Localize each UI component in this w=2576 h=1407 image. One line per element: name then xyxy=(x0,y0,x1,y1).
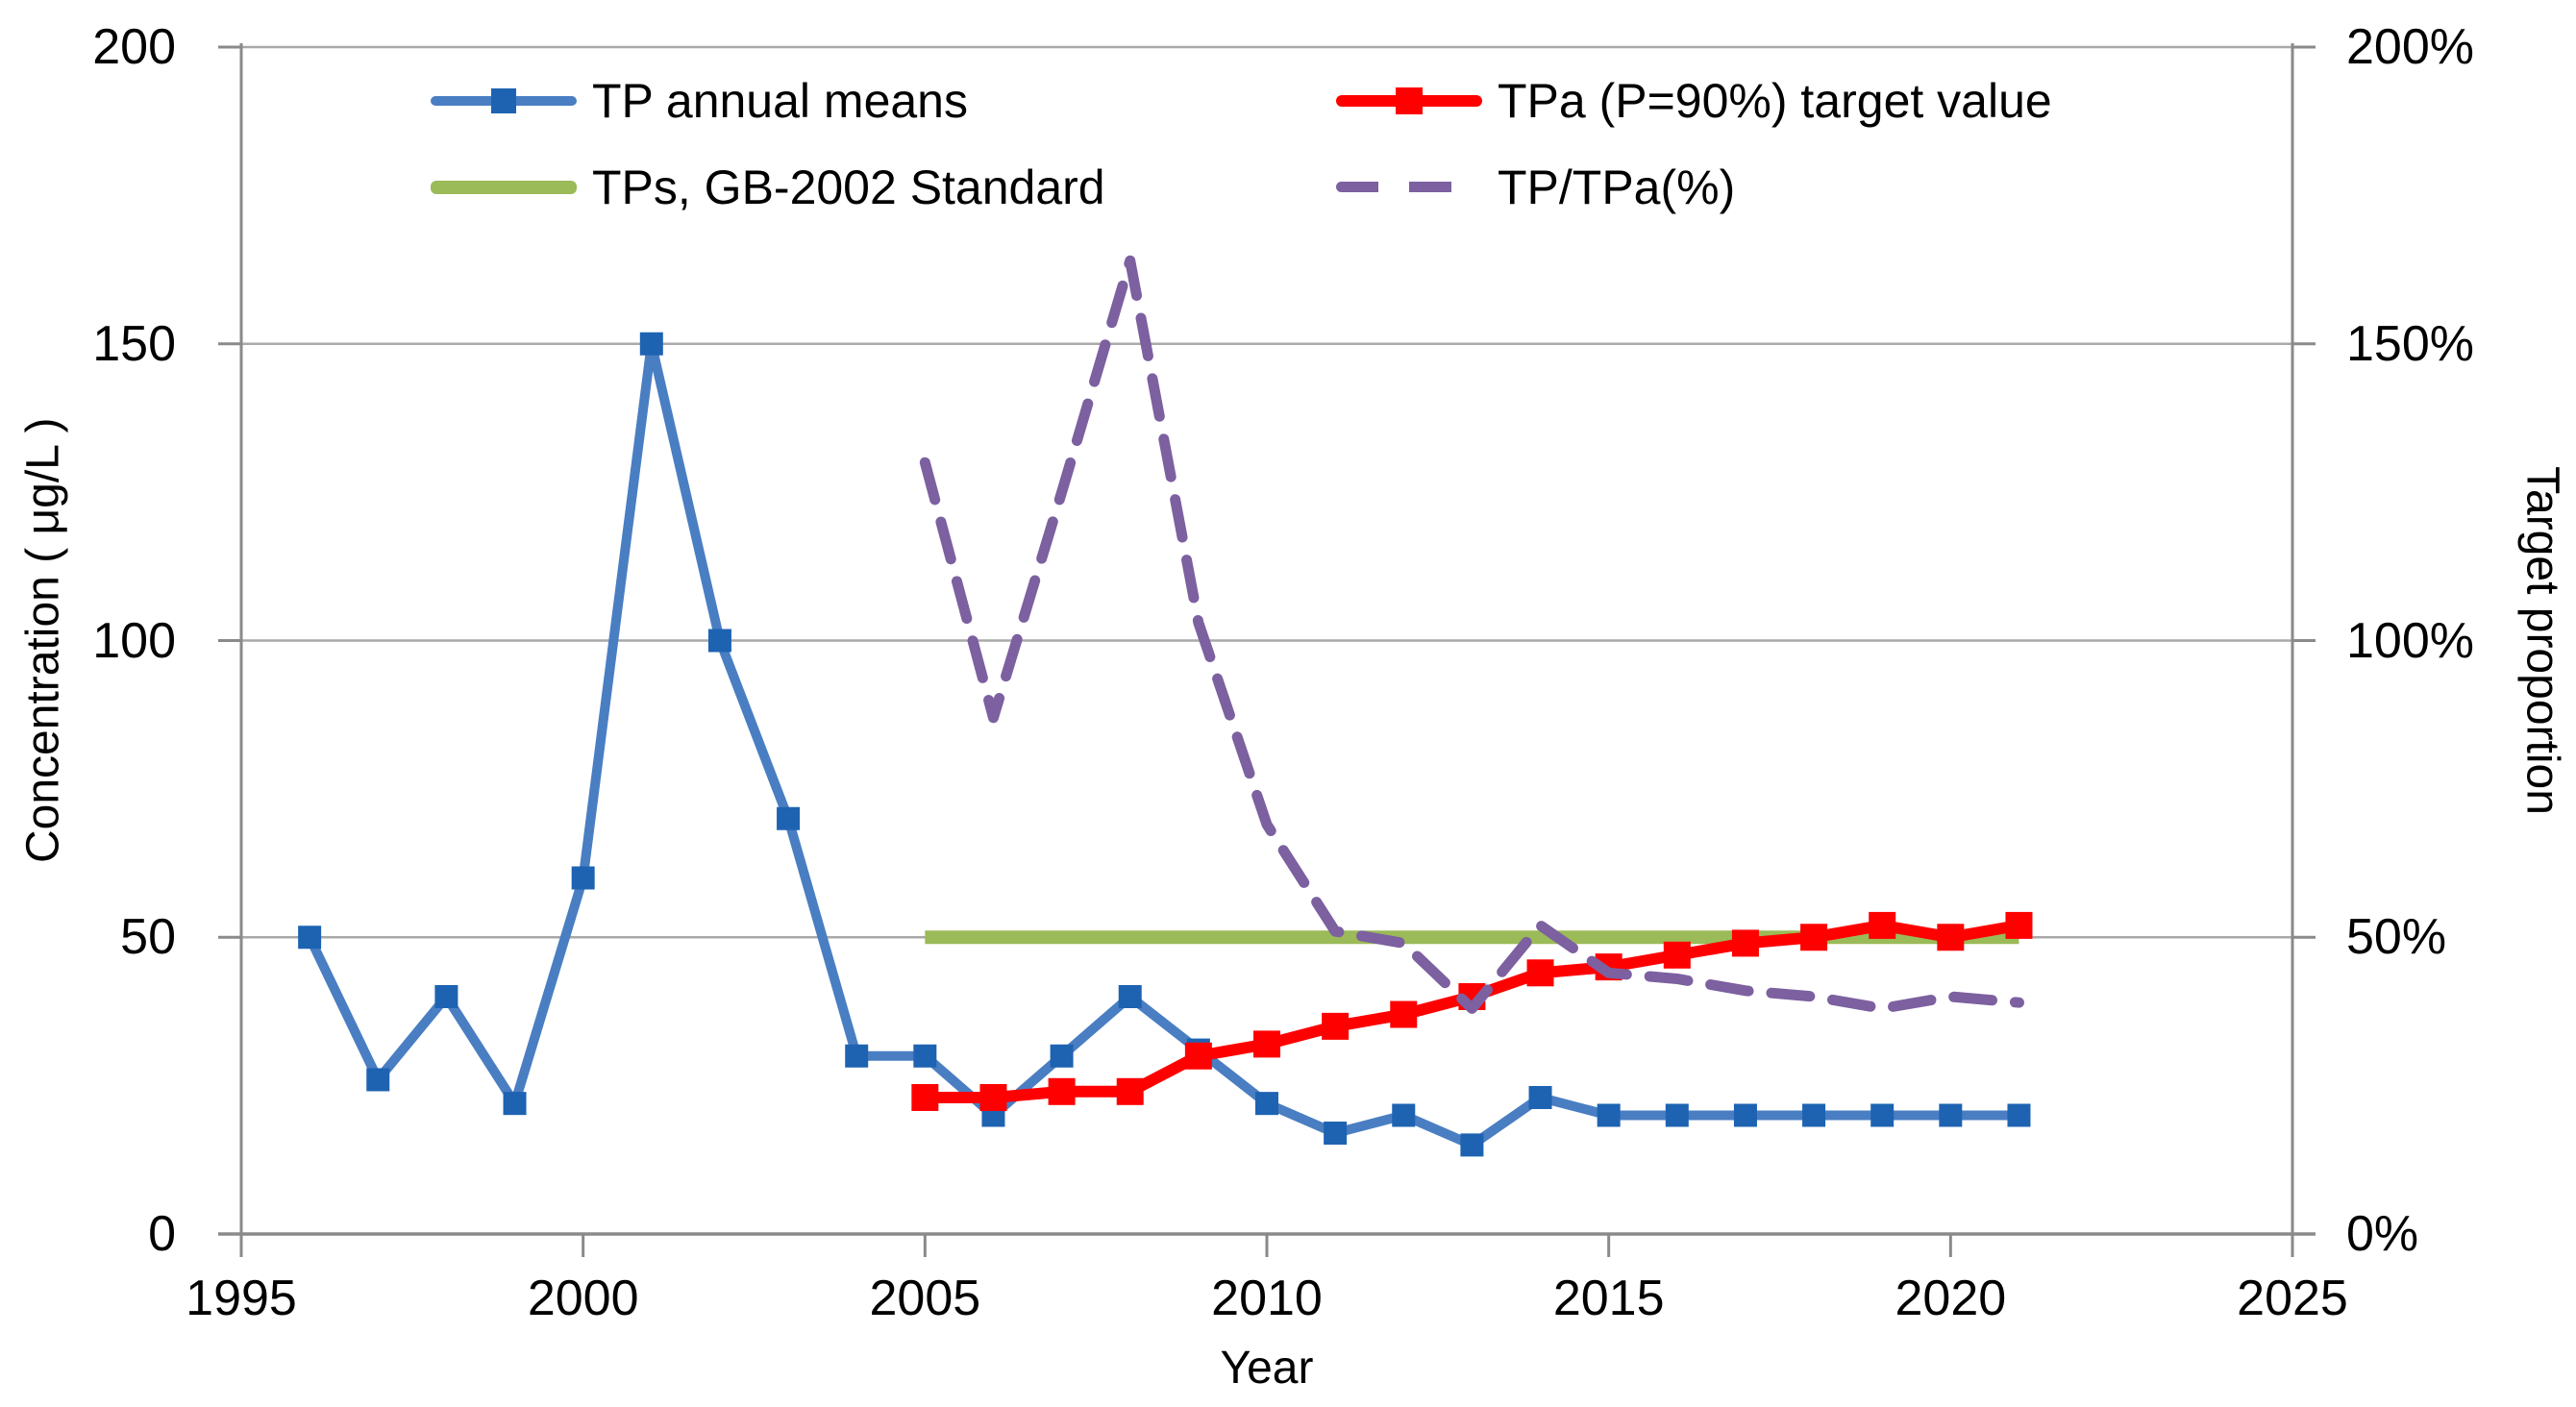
y-axis-right-tick-label: 150% xyxy=(2346,315,2474,372)
series-marker-0 xyxy=(366,1068,390,1092)
line-swatch-icon xyxy=(431,171,577,204)
legend-line xyxy=(431,181,577,194)
y-axis-right-tick-label: 0% xyxy=(2346,1206,2419,1262)
legend-item-tp-tpa-ratio: TP/TPa(%) xyxy=(1336,159,1735,216)
series-marker-0 xyxy=(503,1092,527,1116)
series-marker-0 xyxy=(571,866,595,890)
series-marker-0 xyxy=(1050,1044,1074,1068)
y-axis-right-tick-label: 50% xyxy=(2346,909,2447,966)
y-axis-right-tick-label: 100% xyxy=(2346,612,2474,669)
series-marker-0 xyxy=(777,806,801,830)
series-marker-0 xyxy=(1597,1103,1621,1127)
series-marker-0 xyxy=(1665,1103,1689,1127)
y-axis-left-tick-label: 0 xyxy=(148,1206,176,1262)
x-axis-tick-label: 2020 xyxy=(1895,1271,2007,1326)
legend-square-marker xyxy=(491,88,516,113)
series-marker-2 xyxy=(1253,1030,1280,1058)
series-marker-0 xyxy=(1528,1085,1552,1109)
series-marker-0 xyxy=(707,629,731,653)
x-axis-tick-label: 2000 xyxy=(527,1271,639,1326)
legend-label: TP annual means xyxy=(592,74,968,128)
x-axis-tick-label: 2025 xyxy=(2237,1271,2348,1326)
x-axis-tick-label: 2015 xyxy=(1552,1271,1665,1326)
series-marker-2 xyxy=(1663,941,1691,969)
series-marker-2 xyxy=(1048,1077,1076,1105)
dashed-line-swatch-icon xyxy=(1336,171,1482,204)
legend-square-marker xyxy=(1396,87,1423,114)
x-axis-tick-label: 2010 xyxy=(1211,1271,1323,1326)
x-axis-title: Year xyxy=(1220,1343,1314,1394)
series-marker-0 xyxy=(298,926,322,950)
legend-label: TPa (P=90%) target value xyxy=(1498,74,2052,128)
series-line-3 xyxy=(919,255,2024,1014)
series-marker-0 xyxy=(1392,1103,1416,1127)
legend-dashed-line xyxy=(1336,182,1482,192)
series-marker-0 xyxy=(1870,1103,1895,1127)
series-marker-0 xyxy=(2007,1103,2031,1127)
y-axis-right-tick-label: 200% xyxy=(2346,19,2474,75)
series-marker-2 xyxy=(1184,1042,1212,1070)
y-axis-left-tick-label: 200 xyxy=(92,19,176,75)
legend-item-tps-gb2002-standard: TPs, GB-2002 Standard xyxy=(431,159,1105,216)
series-marker-2 xyxy=(979,1083,1007,1111)
series-marker-2 xyxy=(1116,1077,1144,1105)
series-marker-2 xyxy=(1800,924,1828,951)
series-marker-2 xyxy=(1869,911,1896,939)
y-axis-left-tick-label: 150 xyxy=(92,315,176,372)
series-marker-0 xyxy=(1324,1122,1348,1146)
series-marker-0 xyxy=(1255,1092,1278,1116)
x-axis-tick-label: 1995 xyxy=(186,1271,297,1326)
series-marker-2 xyxy=(1390,1000,1418,1028)
legend-label: TPs, GB-2002 Standard xyxy=(592,160,1105,214)
legend-item-tpa-target-value: TPa (P=90%) target value xyxy=(1336,72,2052,130)
y-axis-left-tick-label: 100 xyxy=(92,612,176,669)
right-axis-title: Target proportion xyxy=(2516,466,2568,815)
series-marker-0 xyxy=(1733,1103,1757,1127)
series-marker-2 xyxy=(1322,1012,1350,1040)
series-marker-0 xyxy=(434,985,458,1008)
series-marker-0 xyxy=(639,332,663,356)
x-axis-tick-label: 2005 xyxy=(869,1271,981,1326)
series-marker-2 xyxy=(911,1083,939,1111)
series-marker-0 xyxy=(1460,1133,1484,1157)
series-marker-0 xyxy=(1939,1103,1963,1127)
series-marker-2 xyxy=(2005,911,2033,939)
series-marker-2 xyxy=(1526,959,1554,987)
series-marker-0 xyxy=(913,1044,937,1068)
series-marker-2 xyxy=(1731,929,1759,957)
series-marker-0 xyxy=(1118,985,1142,1008)
legend-label: TP/TPa(%) xyxy=(1498,160,1736,214)
legend-item-tp-annual-means: TP annual means xyxy=(431,72,968,130)
series-marker-0 xyxy=(845,1044,869,1068)
series-marker-2 xyxy=(1937,924,1965,951)
line-square-marker-swatch-icon xyxy=(1336,85,1482,117)
line-square-marker-swatch-icon xyxy=(431,85,577,117)
y-axis-left-tick-label: 50 xyxy=(120,909,176,966)
series-marker-0 xyxy=(1802,1103,1826,1127)
